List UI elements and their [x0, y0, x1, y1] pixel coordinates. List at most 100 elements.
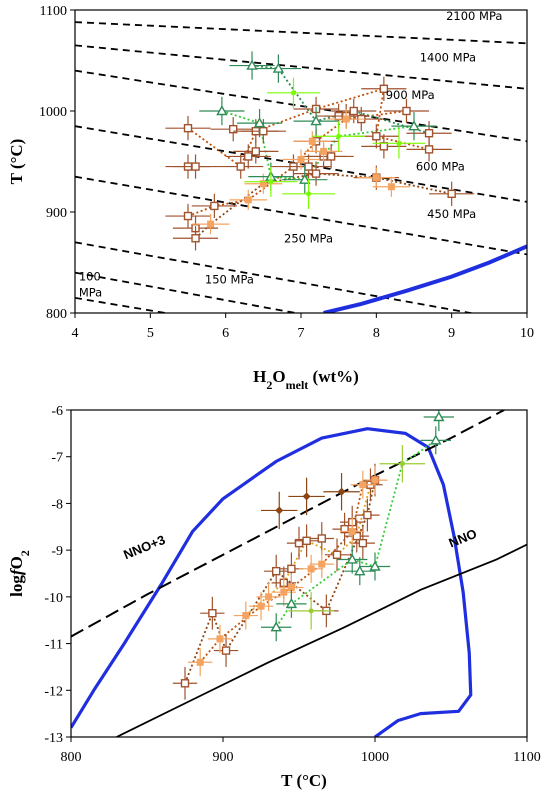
x-tick-label: 1000 — [361, 750, 389, 765]
data-point — [287, 584, 295, 592]
x-tick-label: 8 — [373, 326, 380, 341]
plot-area — [71, 410, 527, 737]
data-point — [349, 106, 358, 116]
data-point — [340, 524, 349, 534]
data-point — [430, 434, 442, 445]
data-point — [297, 155, 305, 163]
data-point — [320, 147, 328, 155]
y-tick-label: 900 — [46, 206, 67, 221]
data-point — [270, 621, 282, 632]
isobar-label: 250 MPa — [284, 231, 333, 245]
data-point — [216, 635, 224, 643]
data-point — [299, 173, 311, 184]
x-tick-label: 1100 — [513, 750, 540, 765]
data-point — [191, 162, 200, 171]
data-point — [372, 174, 380, 182]
x-tick-label: 9 — [448, 326, 455, 341]
data-point — [246, 59, 258, 70]
x-tick-label: 800 — [61, 750, 82, 765]
data-point — [244, 196, 252, 204]
data-point — [336, 133, 342, 139]
isobar-label: 100 — [79, 270, 101, 284]
isobar-label: 450 MPa — [427, 207, 476, 221]
data-point — [257, 602, 265, 610]
x-tick-label: 10 — [520, 326, 534, 341]
data-point — [208, 609, 217, 618]
y-axis-label: logfO2 — [7, 550, 32, 597]
isobar-label: 900 MPa — [386, 88, 435, 102]
data-point — [290, 90, 296, 96]
y-tick-label: -12 — [44, 684, 63, 699]
y-axis-label: T (°C) — [7, 139, 26, 185]
data-point — [363, 510, 372, 520]
data-point — [210, 201, 219, 211]
data-point — [396, 140, 402, 146]
x-tick-label: 4 — [72, 326, 79, 341]
data-point — [447, 189, 456, 199]
data-point — [308, 608, 314, 614]
isobar-label: 1400 MPa — [420, 51, 476, 65]
tie-line — [245, 484, 372, 617]
data-point — [242, 612, 250, 620]
data-point — [311, 169, 321, 178]
data-point — [275, 506, 284, 515]
data-point — [228, 124, 238, 134]
y-tick-label: -9 — [51, 544, 63, 559]
isobar-line — [75, 296, 166, 313]
x-axis-label-part: O — [272, 367, 285, 386]
data-point — [236, 162, 245, 171]
data-point — [216, 105, 228, 116]
data-point — [402, 106, 411, 116]
data-point — [359, 481, 367, 489]
data-point — [318, 560, 326, 568]
y-axis-label-part: log — [7, 575, 26, 597]
data-point — [307, 565, 315, 573]
data-point — [387, 183, 395, 191]
isobar-label: 150 MPa — [205, 273, 254, 287]
y-tick-label: 1100 — [40, 4, 67, 19]
data-point — [259, 180, 267, 188]
data-point — [424, 129, 434, 138]
plot-area — [75, 21, 527, 313]
data-point — [253, 117, 266, 128]
data-point — [308, 137, 316, 145]
buffer-line — [116, 543, 527, 737]
solidus-curve — [323, 244, 527, 313]
data-point — [183, 211, 193, 221]
isobar-label: 600 MPa — [416, 160, 465, 174]
y-tick-label: -7 — [51, 451, 63, 466]
x-tick-label: 6 — [222, 326, 229, 341]
data-point — [348, 527, 356, 535]
y-tick-label: -10 — [44, 591, 63, 606]
stability-envelope — [71, 427, 473, 737]
data-point — [306, 191, 312, 197]
isobar-line — [75, 69, 527, 143]
data-point — [408, 120, 420, 131]
data-point — [183, 123, 193, 133]
y-axis-label-part: f — [7, 567, 26, 575]
data-point — [310, 115, 322, 126]
isobar-line — [75, 241, 476, 313]
data-point — [332, 550, 342, 560]
data-point — [180, 679, 190, 688]
buffer-line — [71, 410, 505, 638]
data-point — [346, 553, 358, 564]
data-point — [371, 476, 379, 484]
data-point — [352, 531, 361, 541]
isobar-line — [75, 271, 301, 313]
data-point — [317, 534, 326, 543]
data-point — [424, 145, 434, 154]
y-axis-label-part: O — [7, 556, 26, 569]
y-tick-label: 1000 — [39, 105, 67, 120]
data-point — [191, 234, 200, 243]
y-tick-label: -13 — [44, 731, 63, 746]
data-point — [337, 487, 346, 496]
x-axis-label-part: H — [253, 367, 266, 386]
buffer-label: NNO+3 — [121, 532, 167, 562]
isobar-label: 2100 MPa — [446, 9, 502, 23]
data-point — [287, 564, 296, 574]
data-point — [268, 179, 274, 185]
data-point — [207, 220, 215, 228]
